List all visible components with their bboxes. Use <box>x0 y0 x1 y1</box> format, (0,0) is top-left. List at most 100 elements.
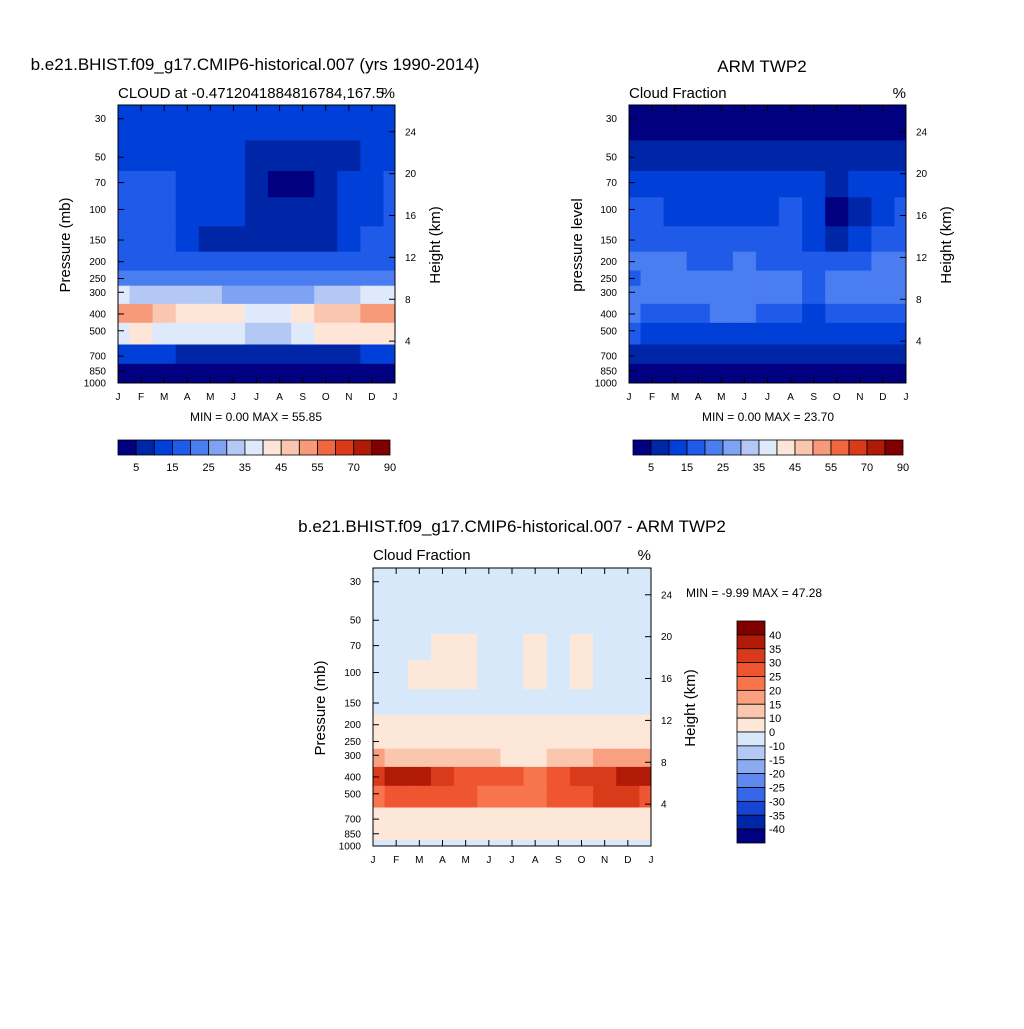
heatmap-cell <box>894 303 907 324</box>
heatmap-cell <box>360 344 384 365</box>
heatmap-cell <box>569 826 594 841</box>
heatmap-cell <box>175 363 200 378</box>
heatmap-cell <box>384 660 409 690</box>
heatmap-cell <box>686 344 711 365</box>
heatmap-cell <box>221 140 246 172</box>
heatmap-cell <box>175 270 200 287</box>
heatmap-cell <box>454 826 478 841</box>
colorbar-label: 55 <box>825 462 837 474</box>
heatmap-cell <box>291 170 315 198</box>
heatmap-cell <box>152 197 177 227</box>
heatmap-cell <box>825 105 849 141</box>
heatmap-cell <box>152 140 177 172</box>
heatmap-cell <box>732 197 757 227</box>
heatmap-cell <box>407 733 432 750</box>
heatmap-cell <box>430 603 455 635</box>
colorbar-swatch <box>668 439 688 456</box>
heatmap-cell <box>546 603 571 635</box>
heatmap-cell <box>640 197 665 227</box>
heatmap-cell <box>454 603 478 635</box>
heatmap-cell <box>802 344 826 365</box>
panel-obs-y2label: Height (km) <box>938 206 955 284</box>
heatmap-cell <box>314 344 338 365</box>
heatmap-cell <box>500 785 525 809</box>
heatmap-cell <box>198 197 223 227</box>
heatmap-cell <box>569 568 594 604</box>
heatmap-cell <box>848 270 872 287</box>
x-tick-label: D <box>368 392 375 403</box>
heatmap-cell <box>129 285 154 305</box>
heatmap-cell <box>639 733 652 750</box>
colorbar-swatch <box>736 689 766 705</box>
colorbar-swatch <box>736 717 766 733</box>
heatmap-cell <box>825 197 849 227</box>
y-tick-label: 30 <box>606 114 618 125</box>
heatmap-cell <box>373 748 386 768</box>
heatmap-cell <box>129 344 154 365</box>
heatmap-cell <box>175 197 200 227</box>
heatmap-cell <box>593 748 617 768</box>
colorbar-label: 35 <box>753 462 765 474</box>
colorbar-swatch <box>736 662 766 677</box>
heatmap-cell <box>639 785 652 809</box>
heatmap-cell <box>616 714 640 735</box>
heatmap-cell <box>291 303 315 324</box>
panel-obs-left-label: Cloud Fraction <box>629 85 727 102</box>
heatmap-cell <box>546 714 571 735</box>
colorbar-swatch <box>226 439 246 456</box>
heatmap-cell <box>175 344 200 365</box>
y2-tick-label: 8 <box>916 295 922 306</box>
panel-model-y2label: Height (km) <box>427 206 444 284</box>
heatmap-cell <box>383 285 396 305</box>
heatmap-cell <box>360 363 384 378</box>
heatmap-cell <box>373 633 386 661</box>
heatmap-cell <box>639 748 652 768</box>
heatmap-cell <box>407 660 432 690</box>
colorbar-swatch <box>736 745 766 761</box>
x-tick-label: M <box>415 855 423 866</box>
heatmap-cell <box>871 344 895 365</box>
panel-obs: ARM TWP2 Cloud Fraction % J F M A M J J A S O N D J 3… <box>569 57 955 474</box>
heatmap-cell <box>477 766 501 787</box>
heatmap-cell <box>593 826 617 841</box>
heatmap-cell <box>500 748 525 768</box>
heatmap-cell <box>454 568 478 604</box>
y-tick-label: 850 <box>89 366 106 377</box>
heatmap-cell <box>663 251 688 272</box>
y-tick-label: 1000 <box>84 379 107 390</box>
y-tick-label: 30 <box>350 577 362 588</box>
x-tick-label: A <box>532 855 539 866</box>
colorbar-swatch <box>171 439 191 456</box>
heatmap-cell <box>802 322 826 346</box>
x-tick-label: A <box>184 392 191 403</box>
heatmap-cell <box>848 226 872 253</box>
y-tick-label: 300 <box>89 288 106 299</box>
heatmap-cell <box>894 322 907 346</box>
colorbar-label: 90 <box>384 462 396 474</box>
heatmap-cell <box>848 303 872 324</box>
heatmap-cell <box>477 748 501 768</box>
heatmap-cell <box>384 733 409 750</box>
y-tick-label: 700 <box>344 815 361 826</box>
heatmap-cell <box>221 363 246 378</box>
heatmap-cell <box>314 197 338 227</box>
heatmap-cell <box>629 197 642 227</box>
heatmap-cell <box>732 322 757 346</box>
heatmap-cell <box>825 170 849 198</box>
heatmap-cell <box>198 170 223 198</box>
heatmap-cell <box>360 105 384 141</box>
heatmap-cell <box>373 807 386 828</box>
heatmap-cell <box>268 251 292 272</box>
heatmap-cell <box>802 363 826 378</box>
heatmap-cell <box>802 140 826 172</box>
panel-diff-ylabel: Pressure (mb) <box>312 660 329 755</box>
heatmap-cell <box>118 303 131 324</box>
colorbar-swatch <box>736 828 766 844</box>
y-tick-label: 200 <box>89 257 106 268</box>
heatmap-cell <box>198 251 223 272</box>
heatmap-cell <box>430 807 455 828</box>
colorbar-label: 70 <box>348 462 360 474</box>
heatmap-cell <box>825 322 849 346</box>
heatmap-cell <box>373 826 386 841</box>
heatmap-cell <box>871 303 895 324</box>
